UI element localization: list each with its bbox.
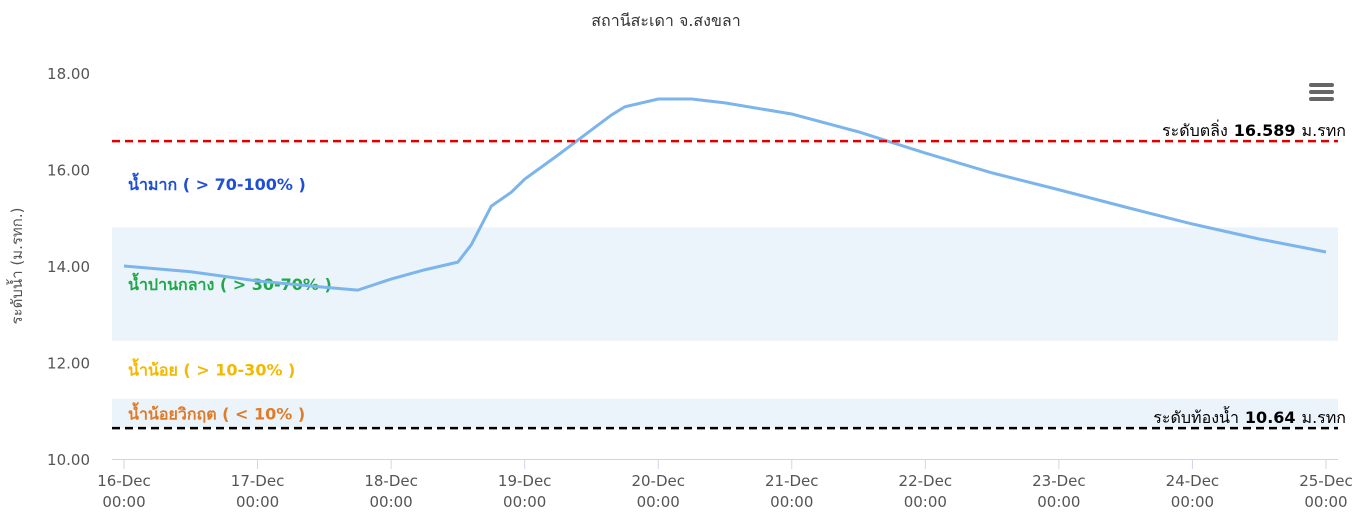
y-tick-label: 12.00: [47, 355, 90, 373]
reference-label-unit: ม.รทก: [1302, 121, 1346, 140]
y-tick-label: 18.00: [47, 65, 90, 83]
x-tick-label: 18-Dec 00:00: [364, 472, 418, 511]
water-level-line: [123, 97, 1327, 292]
reference-label-prefix: ระดับตลิ่ง: [1162, 119, 1228, 140]
reference-label-prefix: ระดับท้องน้ำ: [1153, 406, 1239, 427]
y-tick-label: 14.00: [47, 258, 90, 276]
reference-label: ระดับตลิ่ง 16.589 ม.รทก: [1162, 119, 1346, 140]
x-tick-label: 21-Dec 00:00: [765, 472, 819, 511]
menu-bar: [1309, 97, 1334, 101]
plot-band: [112, 398, 1338, 429]
reference-label-value: 10.64: [1245, 408, 1296, 427]
x-tick-label: 19-Dec 00:00: [498, 472, 552, 511]
band-label: น้ำน้อยวิกฤต ( < 10% ): [128, 401, 305, 423]
x-tick-label: 23-Dec 00:00: [1032, 472, 1086, 511]
plot-band: [112, 227, 1338, 341]
reference-label-unit: ม.รทก: [1302, 408, 1346, 427]
x-tick-label: 22-Dec 00:00: [899, 472, 953, 511]
menu-bar: [1309, 83, 1334, 87]
y-axis-title: ระดับน้ำ (ม.รทก.): [6, 208, 26, 325]
x-tick-label: 25-Dec 00:00: [1299, 472, 1353, 511]
band-label: น้ำปานกลาง ( > 30-70% ): [128, 272, 332, 294]
y-tick-label: 16.00: [47, 162, 90, 180]
band-label: น้ำน้อย ( > 10-30% ): [128, 358, 295, 380]
chart-title: สถานีสะเดา จ.สงขลา: [591, 11, 740, 30]
x-tick-label: 20-Dec 00:00: [631, 472, 685, 511]
reference-label-value: 16.589: [1234, 121, 1296, 140]
band-label: น้ำมาก ( > 70-100% ): [128, 172, 306, 194]
x-tick-label: 17-Dec 00:00: [231, 472, 285, 511]
y-tick-label: 10.00: [47, 451, 90, 469]
menu-icon[interactable]: [1309, 83, 1334, 101]
reference-label: ระดับท้องน้ำ 10.64 ม.รทก: [1153, 406, 1346, 427]
x-tick-label: 24-Dec 00:00: [1166, 472, 1220, 511]
x-tick-label: 16-Dec 00:00: [97, 472, 151, 511]
menu-bar: [1309, 90, 1334, 94]
